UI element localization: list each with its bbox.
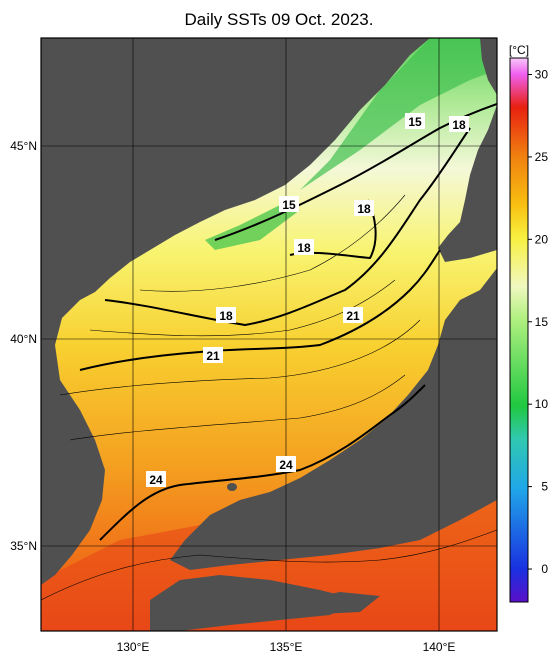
contour-label-bg [146, 471, 166, 487]
land-sakhalin-tip [480, 38, 497, 95]
map-title: Daily SSTs 09 Oct. 2023. [184, 10, 374, 29]
colorbar-tick-label: 10 [535, 397, 549, 411]
contour-label: 18 [219, 309, 233, 323]
land-continent [41, 38, 430, 585]
colorbar-tick-label: 20 [535, 232, 549, 246]
land-island-1 [194, 140, 220, 160]
contour-label-bg [405, 113, 425, 129]
isotherm-line-18 [104, 127, 471, 327]
contour-label: 21 [206, 349, 220, 363]
cold-water-zone [300, 38, 497, 190]
contour-label: 18 [297, 241, 311, 255]
contour-label-bg [203, 347, 223, 363]
land-honshu [170, 268, 497, 570]
colorbar-tick-label: 25 [535, 150, 549, 164]
contour-label-bg [354, 200, 374, 216]
colorbar-tick-label: 30 [535, 67, 549, 81]
colorbar-tick-label: 15 [535, 315, 549, 329]
contour-label-bg [294, 239, 314, 255]
land-island-2 [227, 483, 237, 491]
lat-label-45: 45°N [10, 139, 37, 153]
colorbar-tick-label: 0 [541, 562, 548, 576]
colorbar-tick-label: 5 [541, 480, 548, 494]
land-kyushu [150, 575, 360, 631]
land-shikoku [300, 592, 380, 614]
contour-label: 18 [357, 202, 371, 216]
contour-label: 15 [408, 115, 422, 129]
lon-label-135: 135°E [270, 640, 303, 654]
contour-label-bg [343, 307, 363, 323]
contour-label-bg [279, 196, 299, 212]
contour-label: 24 [149, 473, 163, 487]
lat-label-40: 40°N [10, 332, 37, 346]
colorbar [509, 57, 529, 603]
contour-label: 15 [282, 198, 296, 212]
colorbar-unit: [°C] [509, 43, 529, 57]
contour-label-bg [276, 456, 296, 472]
lon-label-140: 140°E [423, 640, 456, 654]
contour-label: 24 [279, 458, 293, 472]
colorbar-ticks: 0 5 10 15 20 25 30 [528, 67, 548, 576]
contour-label-bg [449, 116, 469, 132]
contour-label: 21 [346, 309, 360, 323]
lon-label-130: 130°E [117, 640, 150, 654]
map-frame [40, 37, 498, 632]
contour-label-bg [216, 307, 236, 323]
lat-label-35: 35°N [10, 539, 37, 553]
isotherm-line-21 [79, 249, 441, 371]
graticule [41, 38, 497, 631]
land-hokkaido [438, 105, 497, 262]
contour-label: 18 [452, 118, 466, 132]
